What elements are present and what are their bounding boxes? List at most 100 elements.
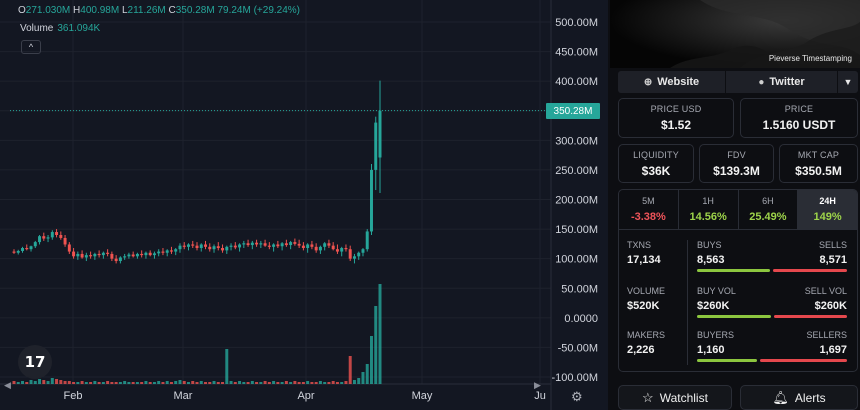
volume-bar <box>323 382 327 384</box>
star-icon: ☆ <box>642 389 654 405</box>
volume-bar <box>114 382 118 384</box>
person-icon: ● <box>758 76 765 88</box>
txns-label: TXNS <box>627 240 652 250</box>
candle-body <box>97 253 101 256</box>
volume-bar <box>152 382 156 384</box>
volume-bar <box>182 381 186 384</box>
txns-value: 17,134 <box>627 254 661 266</box>
liquidity-value: $36K <box>641 164 671 178</box>
volume-bar <box>229 381 233 384</box>
collapse-legend-button[interactable]: ^ <box>21 40 41 54</box>
candle-body <box>12 251 16 253</box>
volume-bar <box>280 382 284 384</box>
volume-bar <box>135 382 139 384</box>
candle-body <box>212 246 216 250</box>
volume-bar <box>174 381 178 384</box>
buyers-value: 1,160 <box>697 344 725 356</box>
volume-bar <box>131 382 135 384</box>
volume-bar <box>208 382 212 384</box>
tab-6h[interactable]: 6H 25.49% <box>739 190 799 229</box>
volume-bar <box>46 381 50 384</box>
volume-bar <box>365 364 369 384</box>
candle-body <box>89 255 93 257</box>
y-tick-label: 0.0000 <box>564 313 598 325</box>
twitter-button[interactable]: ● Twitter <box>726 71 838 93</box>
candle-body <box>42 236 46 239</box>
candle-body <box>259 243 263 245</box>
fdv-card: FDV $139.3M <box>699 144 774 183</box>
volume-bar <box>186 382 190 384</box>
makers-label: MAKERS <box>627 330 666 340</box>
volume-bar <box>335 382 339 384</box>
volume-bar <box>106 381 110 384</box>
volume-bar <box>276 382 280 384</box>
x-tick-label: Apr <box>297 390 314 402</box>
more-links-button[interactable]: ▼ <box>838 71 858 93</box>
volume-bar <box>25 382 29 384</box>
volume-bar <box>289 382 293 384</box>
candle-body <box>93 253 97 257</box>
volume-bar <box>357 378 361 384</box>
price-usd-value: $1.52 <box>660 118 692 132</box>
ohlc-legend: O271.030M H400.98M L211.26M C350.28M 79.… <box>18 5 301 16</box>
candle-body <box>84 255 88 258</box>
candle-body <box>152 253 156 256</box>
volume-bar <box>84 382 88 384</box>
buy-sell-volume-stat: BUY VOL SELL VOL $260K $260K <box>697 286 847 318</box>
alerts-button[interactable]: 🔔︎ Alerts <box>740 385 858 410</box>
volume-bar <box>348 356 352 384</box>
buys-sells-bar <box>697 269 847 272</box>
volume-bar <box>242 382 246 384</box>
volume-bar <box>191 381 195 384</box>
website-button[interactable]: ⊕ Website <box>618 71 726 93</box>
tab-1h[interactable]: 1H 14.56% <box>679 190 739 229</box>
candlestick-chart[interactable]: 500.00M450.00M400.00M350.00M300.00M250.0… <box>0 0 608 410</box>
y-tick-label: 250.00M <box>555 165 598 177</box>
tradingview-logo[interactable]: 17 <box>18 345 52 379</box>
candle-body <box>33 242 37 247</box>
tab-24h[interactable]: 24H 149% <box>798 190 857 229</box>
price-usd-card: PRICE USD $1.52 <box>618 98 734 138</box>
volume-bar <box>212 381 216 384</box>
volume-bar <box>178 380 182 384</box>
chevron-right-icon[interactable]: ▶ <box>534 380 541 390</box>
price-chart[interactable]: 500.00M450.00M400.00M350.00M300.00M250.0… <box>0 0 608 410</box>
volume-bar <box>97 382 101 384</box>
candle-body <box>174 249 178 252</box>
volume-bar <box>361 372 365 384</box>
y-tick-label: 200.00M <box>555 195 598 207</box>
banner-image <box>610 0 860 68</box>
last-price-tag: 350.28M <box>546 103 600 119</box>
chevron-left-icon[interactable]: ◀ <box>4 380 11 390</box>
candle-body <box>335 249 339 252</box>
y-tick-label: -100.00M <box>552 372 598 384</box>
candle-body <box>340 248 344 252</box>
volume-bar <box>297 382 301 384</box>
candle-body <box>165 250 169 253</box>
candle-body <box>67 244 71 252</box>
volume-bar <box>374 306 378 384</box>
candle-body <box>157 251 161 254</box>
candle-body <box>191 244 195 246</box>
volume-stat: VOLUME $520K <box>627 286 665 312</box>
volume-bar <box>284 381 288 384</box>
tab-5m[interactable]: 5M -3.38% <box>619 190 679 229</box>
change-1h: 14.56% <box>689 211 727 223</box>
volume-bar <box>72 382 76 384</box>
candle-body <box>293 242 297 244</box>
candle-body <box>280 243 284 247</box>
candle-body <box>348 249 352 259</box>
candle-body <box>161 251 165 253</box>
change-24h: 149% <box>813 211 842 223</box>
makers-value: 2,226 <box>627 344 655 356</box>
candle-body <box>127 254 131 257</box>
volume-bar <box>301 382 305 384</box>
candle-body <box>131 254 135 257</box>
token-banner: Pieverse Timestamping <box>610 0 860 68</box>
watchlist-button[interactable]: ☆ Watchlist <box>618 385 732 410</box>
gear-icon[interactable]: ⚙ <box>571 389 583 404</box>
candle-body <box>29 246 33 250</box>
candle-body <box>344 248 348 250</box>
change-5m: -3.38% <box>630 211 666 223</box>
candle-body <box>229 245 233 247</box>
